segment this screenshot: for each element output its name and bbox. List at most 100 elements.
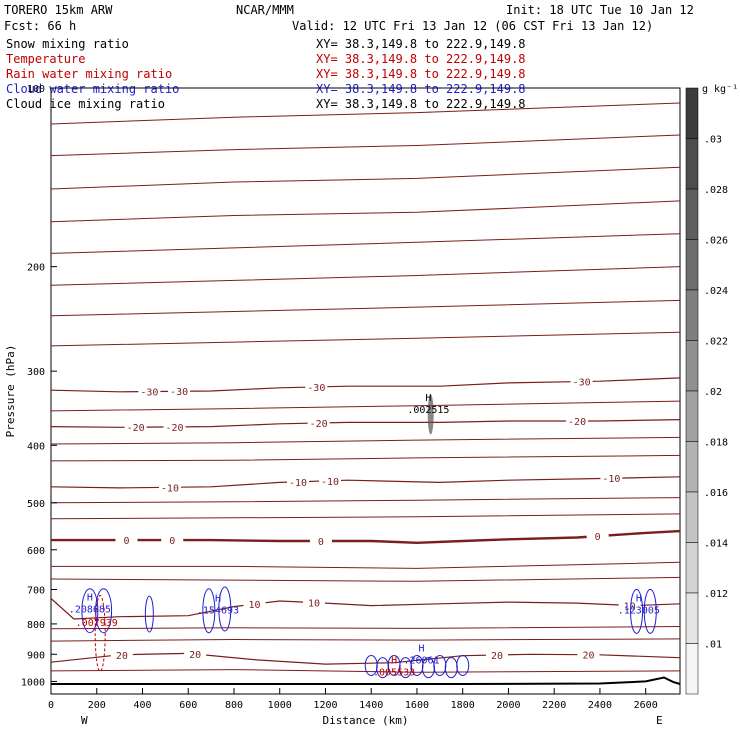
isotherm-label: 20 xyxy=(189,650,201,661)
x-tick-label: 200 xyxy=(88,700,106,711)
ground-surface xyxy=(51,676,681,685)
isotherm-line xyxy=(50,598,681,620)
max-value: .208685 xyxy=(69,605,111,616)
legend-field-xy: XY= 38.3,149.8 to 222.9,149.8 xyxy=(316,37,526,51)
isotherm-line xyxy=(51,529,681,545)
isotherm-label: -10 xyxy=(602,474,620,485)
isotherm-line xyxy=(50,513,681,520)
isotherm-label-bg xyxy=(287,475,310,487)
isotherm-label: 0 xyxy=(318,537,324,548)
isotherm-label: -10 xyxy=(289,478,307,489)
isotherm-label-bg xyxy=(486,648,509,660)
y-tick-label: 600 xyxy=(27,546,45,557)
y-tick-label: 900 xyxy=(27,650,45,661)
cloud-water-contour xyxy=(643,588,657,634)
legend-field-name: Rain water mixing ratio xyxy=(6,67,172,81)
rain-contour xyxy=(94,594,106,672)
cloud-water-contour xyxy=(456,654,470,676)
isotherm-label: -20 xyxy=(165,423,183,434)
max-marker: H xyxy=(419,643,425,654)
colorbar-swatch xyxy=(685,441,699,493)
legend-field-name: Temperature xyxy=(6,52,85,66)
model-title: TORERO 15km ARW xyxy=(4,3,113,17)
colorbar-swatch xyxy=(685,340,699,392)
y-tick-label: 300 xyxy=(27,367,45,378)
isotherm-line xyxy=(51,561,681,569)
x-tick-label: 1600 xyxy=(405,700,429,711)
max-value: .007939 xyxy=(76,618,118,629)
isotherm-label: 0 xyxy=(169,536,175,547)
isotherm-label: -10 xyxy=(161,483,179,494)
y-axis-label: Pressure (hPa) xyxy=(4,345,17,438)
x-axis-label: Distance (km) xyxy=(322,714,408,727)
x-tick-label: 2600 xyxy=(634,700,658,711)
colorbar-label: .026 xyxy=(704,236,728,247)
colorbar-label: .028 xyxy=(704,185,728,196)
field-maxima: H.002515H.208685.007939H.154693H.123005H… xyxy=(69,393,660,679)
isotherm-line xyxy=(50,200,681,223)
x-tick-label: 400 xyxy=(133,700,151,711)
west-label: W xyxy=(81,714,88,727)
isotherm-label-bg xyxy=(319,474,342,486)
isotherm-line xyxy=(50,669,681,673)
legend-field-xy: XY= 38.3,149.8 to 222.9,149.8 xyxy=(316,97,526,111)
colorbar: .03 .028 .026 .024 .022 .02 .018 .016 .014 .012 .0… xyxy=(685,84,738,695)
colorbar-label: .02 xyxy=(704,387,722,398)
temperature-contours: -30 -30 -30 -30 -20 -20 -20 -20 -10 -10 -10 -10 0 0 0 0… xyxy=(50,102,681,673)
max-value: .005533 xyxy=(373,668,415,679)
isotherm-label-bg xyxy=(124,421,147,433)
y-tick-label: 100 xyxy=(27,84,45,95)
init-time: Init: 18 UTC Tue 10 Jan 12 xyxy=(506,3,694,17)
max-marker: H xyxy=(391,656,397,667)
colorbar-swatch xyxy=(685,643,699,695)
colorbar-swatch xyxy=(685,542,699,594)
isotherm-label-bg xyxy=(243,598,266,610)
y-tick-label: 400 xyxy=(27,441,45,452)
hydrometeor-contours xyxy=(81,394,657,679)
field-legend: Snow mixing ratio XY= 38.3,149.8 to 222.9… xyxy=(6,37,526,111)
colorbar-label: .014 xyxy=(704,539,728,550)
isotherm-label: -30 xyxy=(170,387,188,398)
isotherm-label: 10 xyxy=(249,600,261,611)
axes: 0 200 400 600 800 1000 1200 1400 1600 1800 2000 220… xyxy=(21,84,658,711)
isotherm-label: 20 xyxy=(116,651,128,662)
isotherm-label-bg xyxy=(115,534,138,546)
isotherm-line xyxy=(50,638,681,642)
isotherm-label: -10 xyxy=(321,477,339,488)
x-tick-label: 1000 xyxy=(268,700,292,711)
snow-shading xyxy=(427,394,434,435)
isotherm-label: 0 xyxy=(123,536,129,547)
legend-field-name: Cloud water mixing ratio xyxy=(6,82,179,96)
colorbar-label: .022 xyxy=(704,337,728,348)
isotherm-label: -20 xyxy=(568,417,586,428)
isotherm-label-bg xyxy=(158,481,181,493)
legend-field-name: Cloud ice mixing ratio xyxy=(6,97,165,111)
isotherm-label-bg xyxy=(184,648,207,660)
isotherm-line xyxy=(50,331,681,347)
isotherm-label-bg xyxy=(309,535,332,547)
x-tick-label: 0 xyxy=(48,700,54,711)
isotherm-line xyxy=(50,266,681,286)
isotherm-label-bg xyxy=(618,599,641,611)
max-marker: H xyxy=(636,593,642,604)
isotherm-label-bg xyxy=(138,385,161,397)
x-tick-label: 1800 xyxy=(451,700,475,711)
colorbar-swatch xyxy=(685,289,699,341)
isotherm-label-bg xyxy=(303,596,326,608)
isotherm-line xyxy=(50,476,681,489)
isotherm-line xyxy=(50,102,681,125)
cloud-water-contour xyxy=(144,595,154,633)
ground-line xyxy=(51,676,681,685)
max-value: .123005 xyxy=(618,605,660,616)
cloud-water-contour xyxy=(444,657,458,679)
isotherm-label-bg xyxy=(570,375,593,387)
colorbar-swatch xyxy=(685,138,699,190)
cloud-water-contour xyxy=(81,588,99,634)
colorbar-swatch xyxy=(685,592,699,644)
max-marker: H xyxy=(215,594,221,605)
isotherm-label-bg xyxy=(305,380,328,392)
forecast-hour: Fcst: 66 h xyxy=(4,19,76,33)
isotherm-label-bg xyxy=(586,530,609,542)
legend-field-name: Snow mixing ratio xyxy=(6,37,129,51)
